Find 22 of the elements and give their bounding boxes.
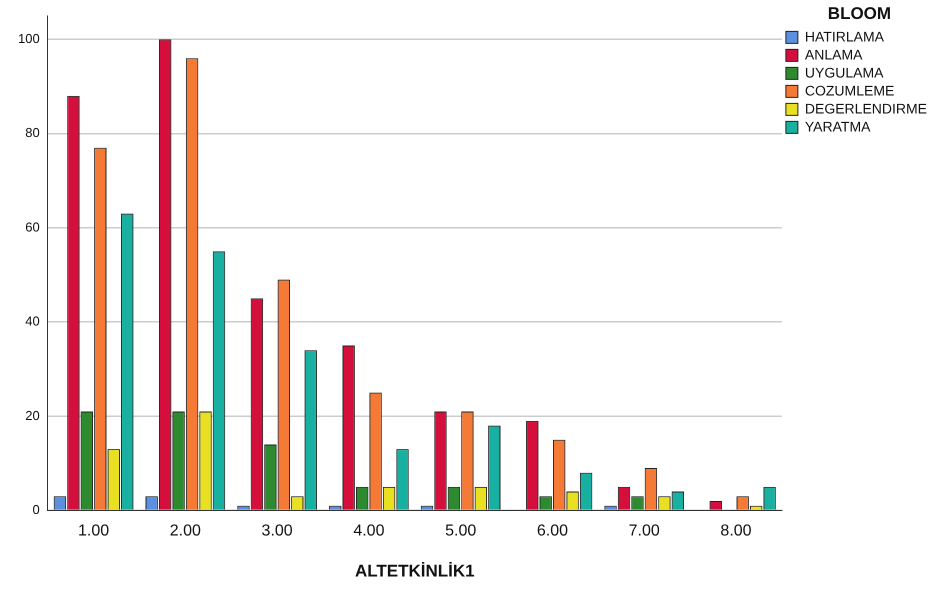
x-tick-label: 3.00 [262, 522, 293, 540]
x-tick-label: 7.00 [628, 522, 660, 540]
legend-title: BLOOM [828, 4, 892, 24]
x-tick-label: 2.00 [170, 522, 202, 540]
legend-label: UYGULAMA [804, 64, 884, 80]
x-tick-label: 4.00 [353, 522, 385, 540]
x-axis-title: ALTETKİNLİK1 [354, 561, 475, 580]
legend-label: YARATMA [804, 118, 872, 134]
y-tick-label: 100 [18, 30, 40, 46]
legend-label: DEGERLENDIRME [804, 100, 928, 116]
x-tick-label: 6.00 [536, 522, 568, 540]
y-tick-label: 40 [25, 314, 40, 329]
x-tick-label: 1.00 [78, 522, 110, 540]
legend-label: HATIRLAMA [804, 28, 885, 44]
x-tick-label: 5.00 [445, 522, 476, 540]
y-tick-label: 20 [25, 408, 40, 423]
legend-label: COZUMLEME [804, 82, 894, 98]
y-tick-label: 0 [32, 502, 40, 517]
legend-label: ANLAMA [804, 46, 864, 62]
x-tick-label: 8.00 [720, 522, 752, 540]
y-tick-label: 80 [25, 125, 40, 140]
y-tick-label: 60 [25, 219, 40, 234]
